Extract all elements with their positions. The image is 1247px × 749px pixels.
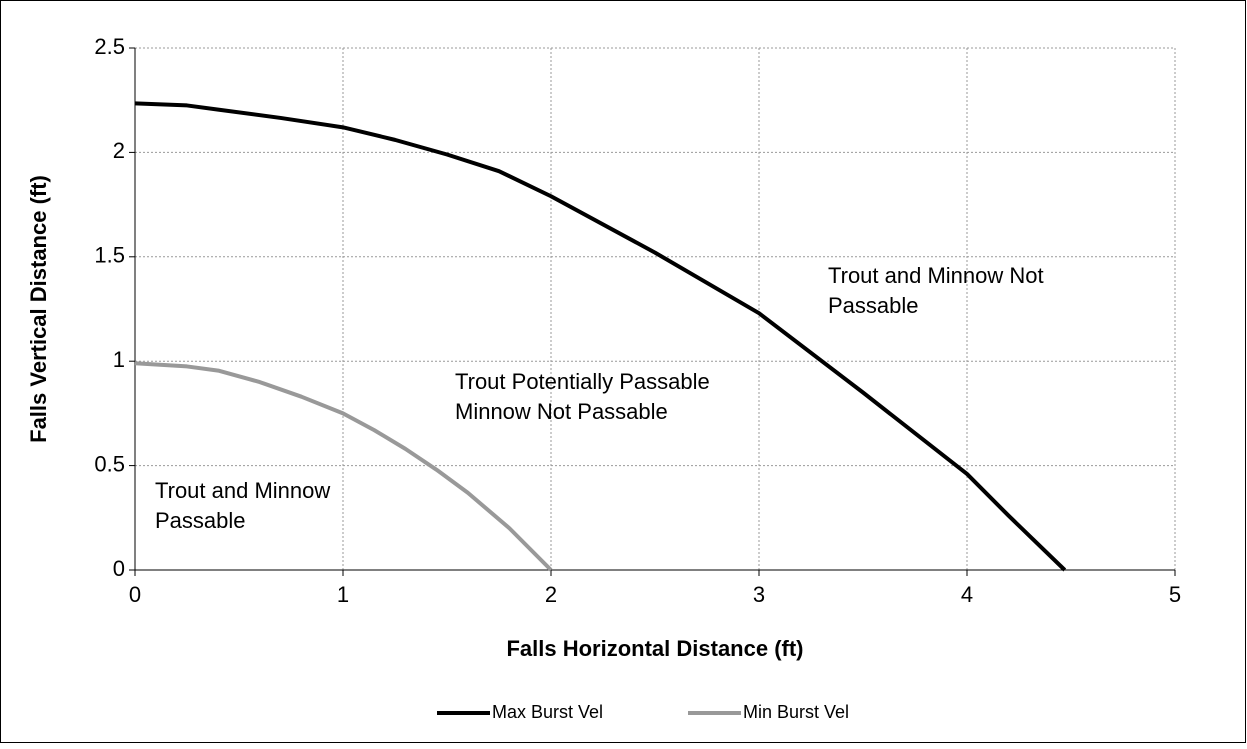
- annotation: Passable: [828, 293, 919, 318]
- y-tick-label: 1: [113, 347, 125, 372]
- y-tick-label: 0.5: [94, 451, 125, 476]
- x-tick-label: 2: [545, 582, 557, 607]
- y-tick-label: 1.5: [94, 243, 125, 268]
- annotation: Trout Potentially Passable: [455, 369, 710, 394]
- x-tick-label: 1: [337, 582, 349, 607]
- x-tick-label: 0: [129, 582, 141, 607]
- x-tick-label: 3: [753, 582, 765, 607]
- y-tick-label: 2: [113, 138, 125, 163]
- annotation: Passable: [155, 508, 246, 533]
- y-tick-label: 0: [113, 556, 125, 581]
- annotation: Trout and Minnow: [155, 478, 330, 503]
- y-tick-label: 2.5: [94, 34, 125, 59]
- x-tick-label: 4: [961, 582, 973, 607]
- series-line: [134, 361, 553, 572]
- y-axis-label: Falls Vertical Distance (ft): [26, 175, 51, 443]
- series-line: [134, 101, 1067, 572]
- x-tick-label: 5: [1169, 582, 1181, 607]
- annotation: Minnow Not Passable: [455, 399, 668, 424]
- legend-label: Min Burst Vel: [743, 702, 849, 722]
- legend-label: Max Burst Vel: [492, 702, 603, 722]
- annotation: Trout and Minnow Not: [828, 263, 1044, 288]
- x-axis-label: Falls Horizontal Distance (ft): [506, 636, 803, 661]
